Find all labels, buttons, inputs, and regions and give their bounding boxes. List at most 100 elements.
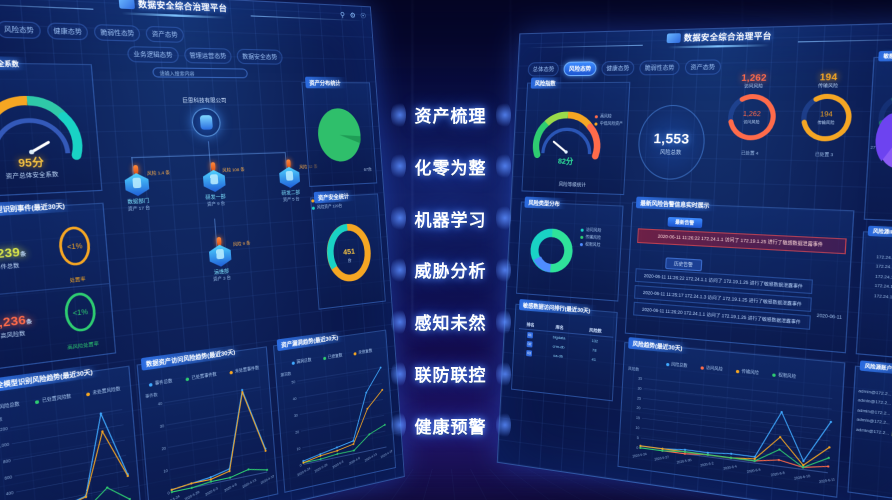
topology-node[interactable]: 风险 9 条运维部 资产 3 台 <box>203 236 251 283</box>
event-kpi-label: 事件总数 <box>0 261 20 270</box>
svg-text:30: 30 <box>637 386 641 391</box>
svg-text:传输风险: 传输风险 <box>817 119 835 125</box>
risk-total-value: 1,553 <box>653 130 690 147</box>
bar-row: 172.24.1.1440 <box>866 253 892 262</box>
center-keyword-column: 资产梳理化零为整机器学习威胁分析感知未然联防联控健康预警 <box>383 100 518 440</box>
risk-gauge-legend: 高风险 中低风险资产 <box>594 114 623 129</box>
svg-text:2020-4-13: 2020-4-13 <box>242 478 257 489</box>
svg-text:2020-5-24: 2020-5-24 <box>632 452 648 459</box>
header-wing-left <box>526 44 643 49</box>
card-title: 资产分布统计 <box>304 76 348 89</box>
chart-ylabel: 风险数 <box>627 366 640 372</box>
asset-distribution-card: 资产分布统计 67台 <box>301 76 378 187</box>
node-sublabel: 资产 5 台 <box>282 195 300 203</box>
svg-text:2020-4-18: 2020-4-18 <box>260 474 275 485</box>
svg-text:2020-4-8: 2020-4-8 <box>348 456 360 466</box>
user-icon[interactable]: ☉ <box>360 12 367 21</box>
left-tab2-3[interactable]: 数据安全态势 <box>236 48 283 65</box>
right-tab-2[interactable]: 风险态势 <box>563 61 597 77</box>
event-ring-label: 高风险处置率 <box>67 340 100 351</box>
topology-node[interactable]: 风险 108 条研发一部 资产 9 台 <box>197 162 245 208</box>
svg-text:2020-4-8: 2020-4-8 <box>224 482 238 493</box>
donut-legend: 访问风险 传输风险 权限风险 <box>579 228 601 251</box>
chart-legend-item: 风险总数 <box>665 362 688 369</box>
chart-legend-item: 风险总数 <box>0 401 20 410</box>
svg-text:40: 40 <box>293 397 297 402</box>
risk-ip-bar-list: 172.24.1.1440172.24.1.2400172.24.1.32801… <box>864 253 892 306</box>
bar-label: 172.24.1.1 <box>876 254 892 261</box>
svg-text:194: 194 <box>820 112 834 119</box>
center-keyword-1[interactable]: 资产梳理 <box>401 100 501 129</box>
bar-label: 172.24.1.3 <box>875 273 892 280</box>
gear-icon[interactable]: ⚙ <box>349 12 356 20</box>
card-title: 风险趋势(最近30天) <box>628 337 691 355</box>
center-keyword-7[interactable]: 健康预警 <box>401 411 501 440</box>
svg-text:20: 20 <box>636 406 640 411</box>
server-icon <box>124 173 150 197</box>
svg-text:10: 10 <box>296 447 300 452</box>
left-tab2-2[interactable]: 管理运营态势 <box>183 47 233 64</box>
chart-legend-item: 权限风险 <box>772 372 796 380</box>
svg-text:2020-5-30: 2020-5-30 <box>676 458 692 465</box>
event-kpi-row: 1,236条 高风险数 <1% 高风险处置率 <box>0 283 115 366</box>
search-icon[interactable]: ⚲ <box>339 11 346 20</box>
svg-text:2020-5-29: 2020-5-29 <box>314 463 328 474</box>
tab-latest-alerts[interactable]: 最新告警 <box>667 216 703 229</box>
svg-text:2020-6-11: 2020-6-11 <box>818 477 836 484</box>
left-tab-3[interactable]: 健康态势 <box>46 22 89 41</box>
card-title: 风险类型分布 <box>524 196 567 210</box>
right-tab-3[interactable]: 健康态势 <box>600 60 635 76</box>
center-keyword-2[interactable]: 化零为整 <box>401 152 501 181</box>
bar-label: 172.24.1.4 <box>874 283 892 290</box>
bar-row: 172.24.1.3280 <box>865 273 892 283</box>
left-tab-4[interactable]: 脆弱性态势 <box>93 23 141 42</box>
svg-text:2020-6-3: 2020-6-3 <box>332 460 344 470</box>
asset-topology[interactable]: 请输入搜索内容 巨思科技有限公司 风险 1,4 条数据部门 资产 17 台风险 1… <box>99 66 318 357</box>
event-kpi-unit: 条 <box>19 250 27 257</box>
building-icon <box>199 115 213 130</box>
gauge-top-value: 194 <box>819 71 838 83</box>
card-title: 风险源账户排行(最近30天) <box>859 360 892 379</box>
chart-legend-item: 访问风险 <box>700 365 723 373</box>
alert-row-list: 2020-06-11 11:26:22 172.24.1.1 访问了 172.1… <box>637 228 847 255</box>
topology-node[interactable]: 风险 1,4 条数据部门 资产 17 台 <box>118 164 170 213</box>
risk-ip-ranking-card: 风险源IP排行(最近30天) 172.24.1.1440172.24.1.240… <box>855 225 892 361</box>
tab-history-alerts[interactable]: 历史告警 <box>665 257 702 272</box>
right-brand: 数据安全综合治理平台 <box>666 30 772 45</box>
left-tabs-row-2[interactable]: 业务逻辑态势 管理运营态势 数据安全态势 <box>126 45 283 65</box>
right-tab-5[interactable]: 资产态势 <box>684 59 721 75</box>
left-header-icons[interactable]: ⚲ ⚙ ☉ <box>340 11 366 20</box>
header-wing-right <box>797 38 892 43</box>
svg-text:1,262: 1,262 <box>743 112 762 119</box>
topology-node[interactable]: 风险 32 条研发二部资产 5 台 <box>274 159 318 203</box>
svg-text:10: 10 <box>635 426 639 431</box>
legend-item: 传输风险 <box>580 235 601 241</box>
center-keyword-5[interactable]: 感知未然 <box>401 307 501 336</box>
svg-text:35: 35 <box>638 376 642 381</box>
right-tab-1[interactable]: 总体态势 <box>527 61 560 77</box>
svg-text:15: 15 <box>636 416 640 421</box>
alert-row[interactable]: 2020-06-11 11:26:22 172.24.1.1 访问了 172.1… <box>637 228 847 255</box>
center-keyword-3[interactable]: 机器学习 <box>401 204 501 233</box>
bar-row: 172.24.1.2400 <box>866 263 892 273</box>
topology-root-node[interactable] <box>190 107 222 138</box>
right-tab-4[interactable]: 脆弱性态势 <box>639 59 681 76</box>
center-keyword-4[interactable]: 威胁分析 <box>401 255 501 284</box>
left-tab-5[interactable]: 资产态势 <box>145 25 184 43</box>
header-wing-left <box>0 2 94 10</box>
bar-label: 172.24.1.2 <box>875 263 892 270</box>
left-tab-2[interactable]: 风险态势 <box>0 20 42 40</box>
risk-account-bar-list: admin@172.2...464admin@172.2...400admin@… <box>856 388 892 444</box>
left-tab2-1[interactable]: 业务逻辑态势 <box>126 45 179 64</box>
svg-text:2020-6-2: 2020-6-2 <box>700 461 715 468</box>
topology-search-input[interactable]: 请输入搜索内容 <box>152 67 249 79</box>
chart-legend-item: 未处置风险数 <box>86 387 121 398</box>
node-risk-badge: 风险 108 条 <box>222 166 245 173</box>
svg-text:0: 0 <box>167 491 170 496</box>
right-tabs-row[interactable]: 总体态势 风险态势 健康态势 脆弱性态势 资产态势 <box>527 59 721 77</box>
chart-legend-item: 未处置事件数 <box>229 366 259 376</box>
center-keyword-6[interactable]: 联防联控 <box>401 359 501 388</box>
